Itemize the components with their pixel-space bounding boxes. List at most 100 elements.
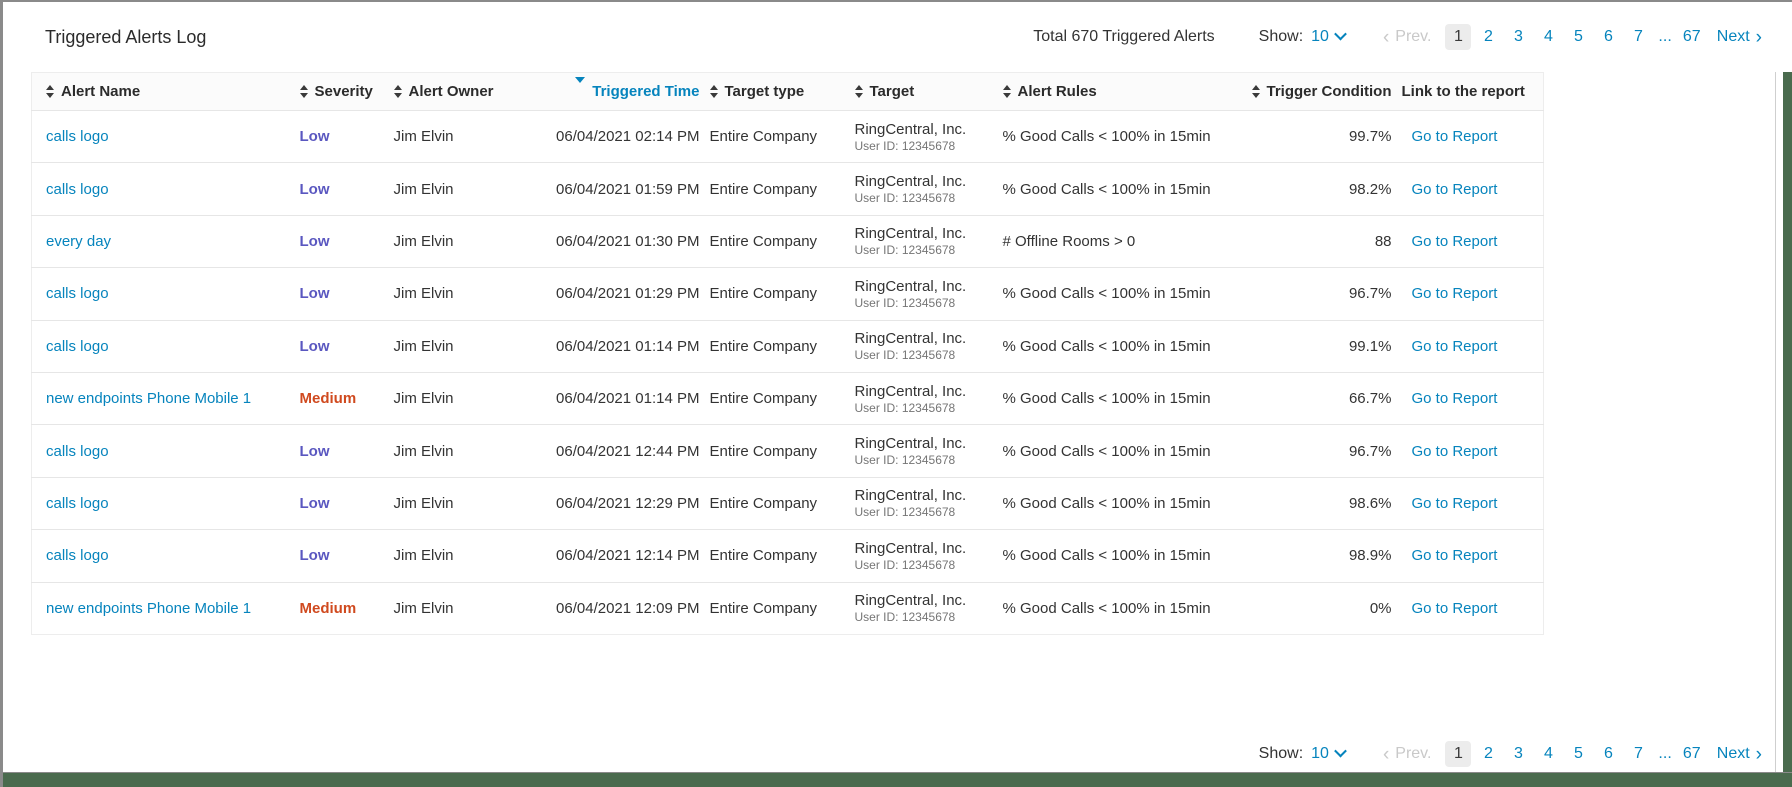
sort-icon: [709, 85, 718, 99]
target-name: RingCentral, Inc.: [854, 277, 967, 295]
alert-name-link[interactable]: new endpoints Phone Mobile 1: [46, 599, 252, 617]
go-to-report-link[interactable]: Go to Report: [1411, 599, 1498, 617]
show-label: Show:: [1258, 28, 1304, 45]
pagination-page-5[interactable]: 5: [1573, 28, 1583, 45]
pagination-page-1[interactable]: 1: [1445, 24, 1472, 50]
bottom-green-bar: [3, 772, 1792, 787]
target-user-id: User ID: 12345678: [854, 453, 956, 468]
pagination-page-5[interactable]: 5: [1573, 745, 1583, 762]
go-to-report-link[interactable]: Go to Report: [1411, 285, 1498, 303]
pagination-page-1[interactable]: 1: [1445, 741, 1472, 767]
alert-owner-cell: Jim Elvin: [393, 442, 454, 460]
target-cell: RingCentral, Inc. User ID: 12345678: [849, 425, 997, 477]
target-cell: RingCentral, Inc. User ID: 12345678: [849, 582, 997, 634]
alert-name-link[interactable]: calls logo: [46, 547, 109, 565]
pagination-prev[interactable]: ‹ Prev.: [1382, 743, 1432, 765]
pagination-ellipsis[interactable]: ...: [1658, 745, 1672, 762]
pagination-prev[interactable]: ‹ Prev.: [1382, 26, 1432, 48]
column-header-trigger-condition[interactable]: Trigger Condition: [1244, 73, 1396, 111]
column-header-severity[interactable]: Severity: [294, 73, 388, 111]
alert-rules-cell: % Good Calls < 100% in 15min: [1002, 180, 1211, 198]
column-header-alert-owner[interactable]: Alert Owner: [388, 73, 516, 111]
alert-name-link[interactable]: calls logo: [46, 442, 109, 460]
column-header-triggered-time[interactable]: Triggered Time: [516, 73, 704, 111]
target-name: RingCentral, Inc.: [854, 225, 967, 243]
target-type-cell: Entire Company: [709, 442, 818, 460]
scrollbar-track[interactable]: [1775, 72, 1792, 772]
target-type-cell: Entire Company: [709, 180, 818, 198]
alert-rules-cell: % Good Calls < 100% in 15min: [1002, 599, 1211, 617]
alert-name-link[interactable]: calls logo: [46, 494, 109, 512]
scrollbar-thumb[interactable]: [1783, 72, 1792, 772]
severity-badge: Low: [299, 232, 330, 250]
column-header-alert-name[interactable]: Alert Name: [32, 73, 294, 111]
pagination-page-6[interactable]: 6: [1603, 28, 1613, 45]
pagination-page-3[interactable]: 3: [1513, 28, 1523, 45]
pagination-page-3[interactable]: 3: [1513, 745, 1523, 762]
table-row: calls logo Low Jim Elvin 06/04/2021 12:1…: [31, 529, 1544, 582]
alert-name-link[interactable]: calls logo: [46, 337, 109, 355]
target-name: RingCentral, Inc.: [854, 173, 967, 191]
target-cell: RingCentral, Inc. User ID: 12345678: [849, 268, 997, 320]
severity-badge: Medium: [299, 390, 357, 408]
sort-desc-icon: [575, 77, 586, 101]
trigger-condition-cell: 98.9%: [1348, 547, 1392, 565]
target-user-id: User ID: 12345678: [854, 295, 956, 310]
target-user-id: User ID: 12345678: [854, 243, 956, 258]
table-row: calls logo Low Jim Elvin 06/04/2021 01:1…: [31, 320, 1544, 372]
column-header-target-type[interactable]: Target type: [704, 73, 849, 111]
column-header-alert-rules[interactable]: Alert Rules: [997, 73, 1244, 111]
alert-owner-cell: Jim Elvin: [393, 285, 454, 303]
page-size-dropdown[interactable]: 10: [1311, 27, 1347, 46]
severity-badge: Low: [299, 547, 330, 565]
go-to-report-link[interactable]: Go to Report: [1411, 547, 1498, 565]
go-to-report-link[interactable]: Go to Report: [1411, 180, 1498, 198]
go-to-report-link[interactable]: Go to Report: [1411, 232, 1498, 250]
pagination-page-6[interactable]: 6: [1603, 745, 1613, 762]
pagination-page-4[interactable]: 4: [1543, 745, 1553, 762]
alert-name-link[interactable]: every day: [46, 232, 112, 250]
alert-rules-cell: % Good Calls < 100% in 15min: [1002, 337, 1211, 355]
chevron-right-icon: ›: [1755, 743, 1762, 765]
pagination-next[interactable]: Next ›: [1716, 26, 1762, 48]
target-cell: RingCentral, Inc. User ID: 12345678: [849, 477, 997, 529]
chevron-left-icon: ‹: [1382, 743, 1390, 765]
go-to-report-link[interactable]: Go to Report: [1411, 442, 1498, 460]
pagination-page-last[interactable]: 67: [1682, 745, 1701, 762]
alerts-table: Alert Name Severity Alert Owner Triggered T…: [31, 72, 1544, 635]
pagination-page-4[interactable]: 4: [1543, 28, 1553, 45]
table-row: new endpoints Phone Mobile 1 Medium Jim …: [31, 582, 1544, 634]
column-header-target[interactable]: Target: [849, 73, 997, 111]
target-type-cell: Entire Company: [709, 390, 818, 408]
pagination-page-7[interactable]: 7: [1633, 745, 1643, 762]
alert-name-link[interactable]: calls logo: [46, 128, 109, 146]
target-user-id: User ID: 12345678: [854, 400, 956, 415]
target-name: RingCentral, Inc.: [854, 330, 967, 348]
trigger-condition-cell: 99.1%: [1348, 337, 1392, 355]
pagination-page-2[interactable]: 2: [1483, 745, 1493, 762]
pagination-page-last[interactable]: 67: [1682, 28, 1701, 45]
alert-owner-cell: Jim Elvin: [393, 599, 454, 617]
pagination-next[interactable]: Next ›: [1716, 743, 1762, 765]
pagination-page-2[interactable]: 2: [1483, 28, 1493, 45]
target-user-id: User ID: 12345678: [854, 505, 956, 520]
page-size-dropdown[interactable]: 10: [1311, 744, 1347, 763]
pagination-ellipsis[interactable]: ...: [1658, 28, 1672, 45]
go-to-report-link[interactable]: Go to Report: [1411, 337, 1498, 355]
target-name: RingCentral, Inc.: [854, 539, 967, 557]
table-row: calls logo Low Jim Elvin 06/04/2021 12:4…: [31, 424, 1544, 477]
go-to-report-link[interactable]: Go to Report: [1411, 494, 1498, 512]
target-user-id: User ID: 12345678: [854, 348, 956, 363]
alert-name-link[interactable]: new endpoints Phone Mobile 1: [46, 390, 252, 408]
target-name: RingCentral, Inc.: [854, 120, 967, 138]
go-to-report-link[interactable]: Go to Report: [1411, 128, 1498, 146]
go-to-report-link[interactable]: Go to Report: [1411, 390, 1498, 408]
target-user-id: User ID: 12345678: [854, 191, 956, 206]
target-user-id: User ID: 12345678: [854, 138, 956, 153]
page-size-control: Show: 10: [1258, 27, 1347, 46]
pagination-page-7[interactable]: 7: [1633, 28, 1643, 45]
target-type-cell: Entire Company: [709, 232, 818, 250]
alert-name-link[interactable]: calls logo: [46, 180, 109, 198]
alert-name-link[interactable]: calls logo: [46, 285, 109, 303]
target-name: RingCentral, Inc.: [854, 592, 967, 610]
